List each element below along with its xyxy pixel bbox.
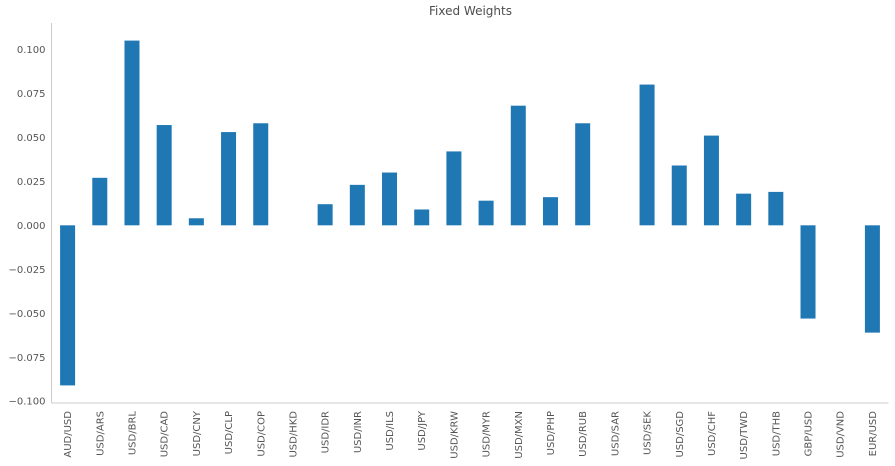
x-tick-label-AUD-USD: AUD/USD bbox=[63, 411, 74, 458]
x-tick-label-USD-VND: USD/VND bbox=[836, 411, 847, 458]
x-tick-label-USD-CHF: USD/CHF bbox=[707, 411, 718, 456]
x-tick-label-EUR-USD: EUR/USD bbox=[868, 411, 879, 457]
x-tick-label-USD-SGD: USD/SGD bbox=[675, 411, 686, 458]
bar-USD-CNY bbox=[188, 218, 204, 226]
x-tick-label-USD-JPY: USD/JPY bbox=[417, 410, 428, 450]
y-tick-label-minus-0.075: −0.075 bbox=[8, 353, 45, 364]
x-tick-label-USD-ARS: USD/ARS bbox=[95, 411, 106, 456]
bar-USD-CAD bbox=[156, 125, 172, 226]
x-tick-label-USD-CLP: USD/CLP bbox=[224, 411, 235, 454]
x-tick-label-USD-CAD: USD/CAD bbox=[160, 411, 171, 458]
x-tick-label-USD-SAR: USD/SAR bbox=[610, 411, 621, 456]
x-tick-label-USD-PHP: USD/PHP bbox=[546, 411, 557, 455]
x-tick-label-USD-INR: USD/INR bbox=[353, 411, 364, 453]
x-tick-label-USD-THB: USD/THB bbox=[771, 411, 782, 456]
x-tick-label-USD-COP: USD/COP bbox=[256, 411, 267, 457]
bar-USD-COP bbox=[253, 123, 269, 226]
bar-USD-THB bbox=[768, 191, 784, 226]
bar-USD-JPY bbox=[414, 209, 430, 226]
y-tick-label-0.000: 0.000 bbox=[17, 221, 46, 232]
bar-USD-TWD bbox=[736, 193, 752, 226]
y-tick-label-minus-0.100: −0.100 bbox=[8, 397, 45, 408]
bar-USD-IDR bbox=[317, 204, 333, 226]
bar-USD-ARS bbox=[92, 177, 108, 226]
x-tick-label-USD-RUB: USD/RUB bbox=[578, 411, 589, 457]
bar-EUR-USD bbox=[864, 225, 880, 333]
bar-USD-KRW bbox=[446, 151, 462, 226]
bar-AUD-USD bbox=[60, 225, 76, 386]
bar-USD-SEK bbox=[639, 84, 655, 226]
x-tick-label-USD-BRL: USD/BRL bbox=[127, 411, 138, 456]
y-tick-label-0.075: 0.075 bbox=[17, 89, 46, 100]
bar-USD-RUB bbox=[575, 123, 591, 226]
y-tick-label-minus-0.050: −0.050 bbox=[8, 309, 45, 320]
bar-USD-INR bbox=[349, 184, 365, 226]
x-tick-label-USD-TWD: USD/TWD bbox=[739, 411, 750, 460]
x-tick-label-USD-MXN: USD/MXN bbox=[514, 411, 525, 459]
x-tick-label-USD-IDR: USD/IDR bbox=[321, 411, 332, 453]
chart-title: Fixed Weights bbox=[429, 4, 512, 18]
x-tick-label-USD-HKD: USD/HKD bbox=[288, 411, 299, 458]
x-tick-label-USD-KRW: USD/KRW bbox=[449, 411, 460, 459]
bar-USD-ILS bbox=[382, 172, 398, 226]
bar-USD-MYR bbox=[478, 200, 494, 226]
bar-USD-BRL bbox=[124, 40, 140, 226]
y-tick-label-0.100: 0.100 bbox=[17, 45, 46, 56]
x-tick-label-USD-CNY: USD/CNY bbox=[192, 410, 203, 456]
y-tick-label-minus-0.025: −0.025 bbox=[8, 265, 45, 276]
bar-USD-MXN bbox=[510, 105, 526, 226]
x-tick-label-USD-ILS: USD/ILS bbox=[385, 411, 396, 451]
bar-USD-CHF bbox=[703, 135, 719, 226]
y-tick-label-0.050: 0.050 bbox=[17, 133, 46, 144]
bar-USD-CLP bbox=[221, 132, 237, 226]
x-tick-label-GBP-USD: GBP/USD bbox=[804, 411, 815, 457]
bar-USD-PHP bbox=[542, 197, 558, 226]
bar-USD-SGD bbox=[671, 165, 687, 226]
x-tick-label-USD-SEK: USD/SEK bbox=[643, 411, 654, 455]
bar-GBP-USD bbox=[800, 225, 816, 319]
y-tick-label-0.025: 0.025 bbox=[17, 177, 46, 188]
x-tick-label-USD-MYR: USD/MYR bbox=[482, 411, 493, 457]
